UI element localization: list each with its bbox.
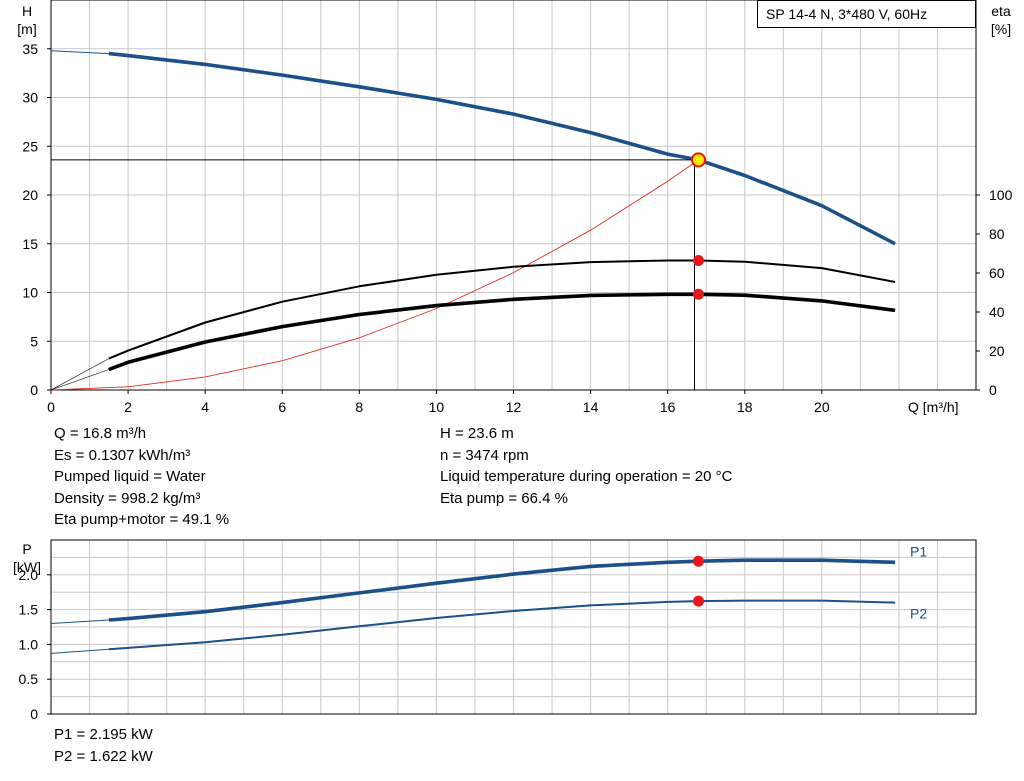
eta-pump-motor-readout: Eta pump+motor = 49.1 % [54, 511, 230, 528]
y-tick-label: 10 [22, 285, 38, 301]
x-tick-label: 10 [429, 399, 445, 415]
head-efficiency-plot: 0 2 4 6 8 10 12 14 16 18 20 Q [m³/h] 0 5 10 15 20 25 30 35 0… [17, 0, 1013, 415]
y-tick-label: 5 [30, 333, 38, 349]
y-tick-label: 25 [22, 138, 38, 154]
pumped-liquid-readout: Pumped liquid = Water [54, 468, 206, 485]
eta-pump-curve [108, 259, 896, 360]
power-y-tick-label: 0.5 [19, 671, 39, 687]
liquid-temperature-readout: Liquid temperature during operation = 20… [440, 468, 733, 485]
flow-readout: Q = 16.8 m³/h [54, 425, 147, 442]
x-tick-label: 8 [355, 399, 363, 415]
eta-pump-curve-extrapolation [50, 358, 109, 391]
y2-tick-label: 0 [989, 382, 997, 398]
p1-curve-extrapolation [50, 619, 109, 624]
system-curve-line [50, 159, 699, 391]
p2-duty-marker [693, 595, 704, 607]
p2-curve-extrapolation [50, 648, 109, 654]
p2-series-label: P2 [910, 606, 927, 622]
p2-curve [108, 599, 896, 651]
y2-axis-title: eta [991, 3, 1011, 19]
head-curve-extrapolation [50, 50, 109, 55]
y2-tick-label: 40 [989, 304, 1005, 320]
y-tick-label: 30 [22, 90, 38, 106]
eta-pump-motor-duty-marker [693, 288, 704, 300]
head-duty-marker [691, 152, 706, 168]
y2-tick-label: 80 [989, 226, 1005, 242]
x-tick-label: 12 [506, 399, 522, 415]
y2-axis-unit: [%] [991, 21, 1011, 37]
y-axis-title: H [22, 3, 32, 19]
x-tick-label: 18 [737, 399, 753, 415]
p1-readout: P1 = 2.195 kW [54, 726, 153, 743]
x-tick-label: 0 [47, 399, 55, 415]
power-y-axis-title: P [22, 541, 31, 557]
y-tick-label: 0 [30, 382, 38, 398]
x-tick-label: 4 [201, 399, 209, 415]
y2-tick-label: 20 [989, 343, 1005, 359]
y-tick-label: 15 [22, 236, 38, 252]
x-axis-title: Q [m³/h] [908, 399, 959, 415]
x-tick-label: 6 [278, 399, 286, 415]
chart-title-text: SP 14-4 N, 3*480 V, 60Hz [766, 6, 928, 22]
power-readouts: P1 = 2.195 kW P2 = 1.622 kW [54, 724, 153, 767]
power-plot-frame [50, 539, 977, 715]
y2-tick-label: 60 [989, 265, 1005, 281]
info-left-column: Q = 16.8 m³/h Es = 0.1307 kWh/m³ Pumped … [54, 423, 229, 531]
x-tick-label: 14 [583, 399, 599, 415]
p1-series-label: P1 [910, 543, 927, 559]
y-tick-label: 35 [22, 41, 38, 57]
specific-energy-readout: Es = 0.1307 kWh/m³ [54, 446, 191, 464]
y-tick-label: 20 [22, 187, 38, 203]
p1-curve [108, 558, 896, 622]
head-readout: H = 23.6 m [440, 425, 514, 442]
y2-tick-label: 100 [989, 187, 1013, 203]
x-tick-label: 2 [124, 399, 132, 415]
power-plot: 0 0.5 1.0 1.5 2.0 P [kW] P1 P2 [13, 539, 977, 722]
x-tick-label: 16 [660, 399, 676, 415]
power-y-tick-label: 0 [30, 706, 38, 722]
eta-pump-motor-curve [108, 292, 896, 372]
speed-readout: n = 3474 rpm [440, 446, 529, 464]
power-y-tick-label: 1.0 [19, 636, 39, 652]
p1-duty-marker [693, 555, 704, 567]
power-y-tick-label: 1.5 [19, 602, 39, 618]
p2-readout: P2 = 1.622 kW [54, 747, 153, 765]
y-axis-unit: [m] [17, 21, 36, 37]
eta-pump-readout: Eta pump = 66.4 % [440, 489, 568, 507]
chart-title: SP 14-4 N, 3*480 V, 60Hz [757, 0, 976, 28]
x-tick-label: 20 [814, 399, 830, 415]
power-y-tick-label: 2.0 [19, 567, 39, 583]
power-y-axis-unit: [kW] [13, 559, 41, 575]
info-right-column: H = 23.6 m n = 3474 rpm Liquid temperatu… [440, 423, 732, 509]
eta-pump-motor-curve-extrapolation [50, 369, 109, 391]
density-readout: Density = 998.2 kg/m³ [54, 489, 201, 507]
head-curve [108, 51, 896, 246]
eta-pump-duty-marker [693, 255, 704, 267]
